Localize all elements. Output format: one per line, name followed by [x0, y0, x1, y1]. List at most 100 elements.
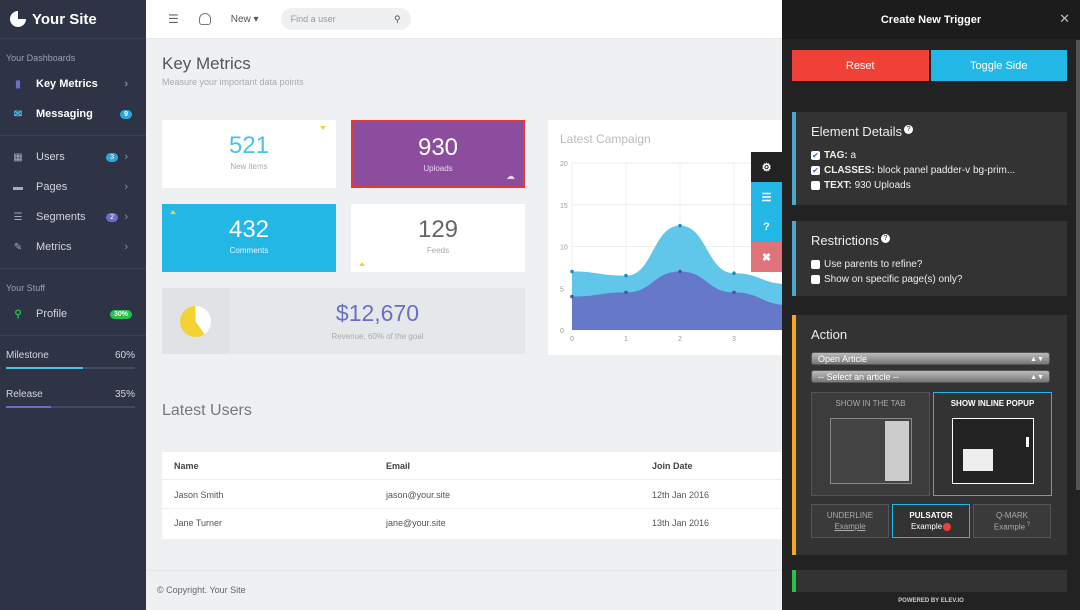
release-label: Release [6, 389, 43, 400]
select-value: Open Article [818, 354, 868, 364]
data-point [678, 223, 682, 228]
topbar: ☰ New ▾ Find a user ⚲ [146, 0, 782, 39]
article-select[interactable]: -- Select an article -- ▲▼ [811, 370, 1050, 383]
milestone-pct: 60% [114, 350, 135, 361]
card-label: Feeds [426, 246, 450, 255]
milestone-label: Milestone [6, 350, 49, 361]
col-join-date: Join Date [652, 461, 693, 471]
popup-preview-icon [952, 418, 1034, 484]
table-row[interactable]: Jason Smith jason@your.site 12th Jan 201… [162, 481, 782, 509]
floating-toolbar: ⚙ ☰ ? ✖ [751, 152, 782, 272]
close-icon[interactable]: ✕ [1059, 11, 1070, 26]
option-example: Example [910, 522, 943, 531]
sidebar-item-profile[interactable]: ⚲ Profile 30% [0, 299, 146, 329]
cell-join-date: 13th Jan 2016 [652, 518, 710, 528]
data-point [624, 273, 628, 278]
sidebar-item-pages[interactable]: ▬ Pages › [0, 172, 146, 202]
classes-checkbox[interactable]: ✔ CLASSES: block panel padder-v bg-prim..… [811, 165, 1015, 176]
q-mark-option[interactable]: Q-MARK Example ? [973, 504, 1051, 538]
brand[interactable]: Your Site [0, 0, 146, 39]
sidebar-item-label: Profile [36, 308, 68, 320]
chevron-right-icon: › [124, 78, 128, 90]
classes-value: block panel padder-v bg-prim... [877, 165, 1016, 176]
help-icon[interactable]: ? [904, 124, 914, 134]
panel-button-row: Reset Toggle Side [792, 50, 1067, 81]
show-in-tab-option[interactable]: SHOW IN THE TAB [811, 392, 930, 496]
option-label: Q-MARK [996, 511, 1028, 520]
use-parents-checkbox[interactable]: Use parents to refine? [811, 259, 922, 270]
card-value: 521 [228, 132, 270, 159]
list-icon: ☰ [13, 211, 23, 223]
series-area [572, 271, 782, 330]
search-icon[interactable]: ⚲ [394, 13, 401, 24]
search-input[interactable]: Find a user ⚲ [280, 8, 411, 30]
users-table: Name Email Join Date Jason Smith jason@y… [162, 452, 782, 539]
revenue-amount: $12,670 [335, 300, 420, 326]
brand-name: Your Site [32, 10, 97, 28]
checkbox-empty-icon[interactable] [811, 275, 820, 284]
profile-badge: 30% [109, 309, 132, 319]
table-header: Name Email Join Date [162, 452, 782, 480]
table-row[interactable]: Jane Turner jane@your.site 13th Jan 2016 [162, 509, 782, 537]
select-arrow-icon: ▲▼ [1030, 374, 1044, 381]
card-comments[interactable]: 432 Comments [162, 204, 336, 272]
milestone-track [6, 367, 135, 369]
data-point [624, 290, 628, 295]
card-value: 432 [228, 216, 270, 243]
col-name: Name [174, 461, 199, 471]
card-uploads[interactable]: 930 Uploads ☁ [351, 120, 525, 188]
text-checkbox[interactable]: TEXT: 930 Uploads [811, 180, 911, 191]
toggle-side-button[interactable]: Toggle Side [930, 50, 1067, 81]
release-fill [6, 406, 52, 408]
sidebar-item-segments[interactable]: ☰ Segments 2 › [0, 202, 146, 232]
release-pct: 35% [114, 389, 135, 400]
x-tick-label: 0 [570, 336, 574, 343]
option-label: SHOW INLINE POPUP [950, 399, 1035, 408]
close-icon[interactable]: ✖ [751, 242, 782, 272]
show-inline-popup-option[interactable]: SHOW INLINE POPUP [933, 392, 1052, 496]
card-feeds[interactable]: 129 Feeds [351, 204, 525, 272]
checkbox-checked-icon[interactable]: ✔ [811, 166, 820, 175]
pulsator-option[interactable]: PULSATOR Example [892, 504, 970, 538]
checkbox-empty-icon[interactable] [811, 181, 820, 190]
divider [0, 135, 146, 136]
gear-icon[interactable]: ⚙ [751, 152, 782, 182]
reset-button[interactable]: Reset [792, 50, 929, 81]
user-icon[interactable] [198, 13, 211, 25]
caret-down-icon [320, 126, 326, 130]
envelope-icon: ✉ [13, 108, 23, 120]
tag-key: TAG: [824, 150, 848, 161]
sidebar-item-label: Pages [36, 181, 68, 193]
segments-badge: 2 [106, 212, 118, 222]
help-icon[interactable]: ? [880, 233, 890, 243]
menu-toggle-icon[interactable]: ☰ [168, 12, 179, 26]
new-label: New [230, 13, 251, 25]
list-icon[interactable]: ☰ [751, 182, 782, 212]
cell-name: Jason Smith [174, 490, 224, 500]
sidebar-item-users[interactable]: ▦ Users 3 › [0, 142, 146, 172]
checkbox-checked-icon[interactable]: ✔ [811, 151, 820, 160]
sidebar-section-stuff: Your Stuff [6, 283, 46, 293]
tag-checkbox[interactable]: ✔ TAG: a [811, 150, 856, 161]
checkbox-empty-icon[interactable] [811, 260, 820, 269]
card-value: 129 [417, 216, 459, 243]
sidebar-item-messaging[interactable]: ✉ Messaging 9 [0, 99, 146, 129]
specific-pages-label: Show on specific page(s) only? [824, 274, 963, 285]
card-new-items[interactable]: 521 New items [162, 120, 336, 188]
underline-option[interactable]: UNDERLINE Example [811, 504, 889, 538]
section-title: Restrictions? [811, 233, 890, 248]
question-icon[interactable]: ? [751, 212, 782, 242]
sidebar-item-metrics[interactable]: ✎ Metrics › [0, 232, 146, 262]
sidebar-item-key-metrics[interactable]: ▮ Key Metrics › [0, 69, 146, 99]
section-title: Element Details? [811, 124, 914, 139]
card-label: Comments [229, 246, 269, 255]
action-type-select[interactable]: Open Article ▲▼ [811, 352, 1050, 365]
sidebar: Your Site Your Dashboards ▮ Key Metrics … [0, 0, 146, 610]
chevron-right-icon: › [124, 181, 128, 193]
chevron-right-icon: › [124, 151, 128, 163]
panel-scrollbar[interactable] [1076, 40, 1080, 490]
new-dropdown[interactable]: New ▾ [230, 13, 259, 25]
pie-logo-icon [10, 11, 26, 27]
specific-pages-checkbox[interactable]: Show on specific page(s) only? [811, 274, 962, 285]
sidebar-section-dashboards: Your Dashboards [6, 53, 76, 63]
